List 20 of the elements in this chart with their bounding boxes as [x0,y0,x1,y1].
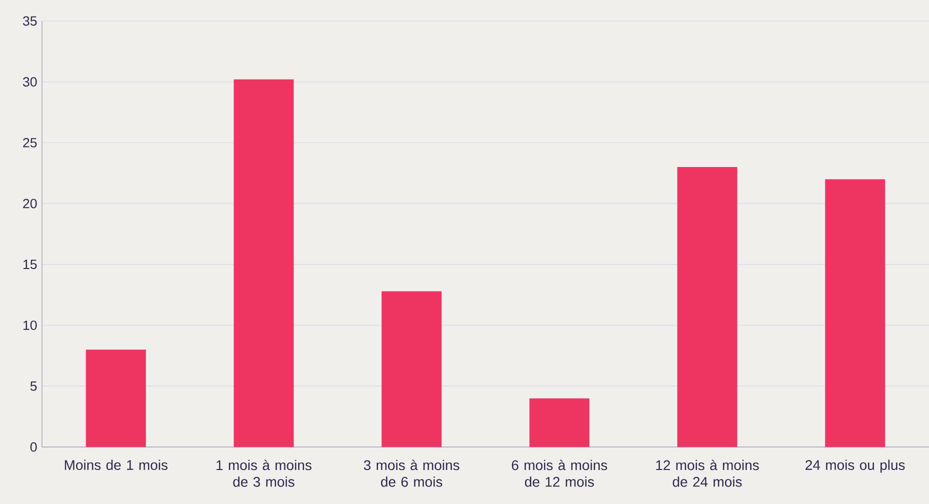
y-tick-label: 5 [30,381,37,391]
y-tick-label: 0 [30,442,37,452]
x-tick-label: 1 mois à moins de 3 mois [216,460,312,487]
bar [529,398,590,447]
y-tick-label: 25 [23,138,37,148]
x-tick-label: 3 mois à moins de 6 mois [364,460,460,487]
y-tick-label: 20 [23,198,37,208]
bar [677,167,738,447]
bar [382,291,442,447]
y-tick-label: 35 [22,16,37,26]
bar [86,350,146,447]
x-tick-label: Moins de 1 mois [64,460,168,470]
x-tick-label: 12 mois à moins de 24 mois [656,460,759,487]
bar [825,179,886,447]
y-tick-label: 30 [22,77,37,87]
x-tick-label: 6 mois à moins de 12 mois [512,460,608,487]
x-tick-label: 24 mois ou plus [806,460,905,473]
y-tick-label: 15 [23,260,37,270]
bar [234,79,294,447]
y-tick-label: 10 [23,320,37,330]
